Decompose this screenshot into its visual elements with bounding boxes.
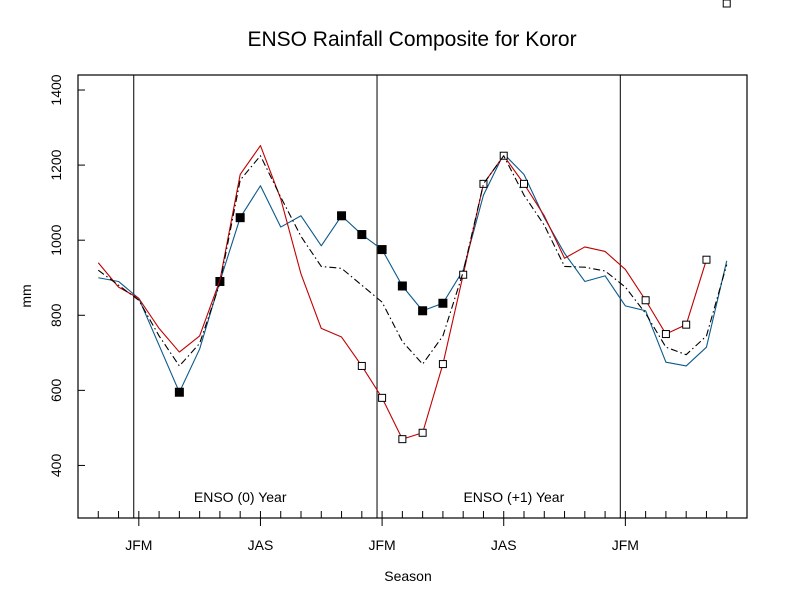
- data-point-marker: [438, 298, 448, 308]
- y-axis-label: mm: [18, 284, 34, 307]
- y-tick-label: 1400: [48, 74, 64, 105]
- x-tick-label: JFM: [125, 537, 152, 553]
- region-label: ENSO (+1) Year: [463, 489, 564, 505]
- data-point-marker: [459, 270, 468, 279]
- data-point-marker: [357, 361, 366, 370]
- chart-title: ENSO Rainfall Composite for Koror: [247, 28, 576, 51]
- y-tick-label: 600: [48, 378, 64, 402]
- data-point-marker: [337, 211, 347, 221]
- data-point-marker: [661, 330, 670, 339]
- divider-lines: [133, 75, 621, 518]
- data-point-marker: [174, 387, 184, 397]
- region-labels: ENSO (0) Year ENSO (+1) Year: [194, 489, 565, 505]
- data-point-marker: [418, 428, 427, 437]
- data-point-marker: [235, 213, 245, 223]
- data-point-marker: [377, 245, 387, 255]
- series-line: [97, 145, 707, 440]
- data-point-marker: [520, 179, 528, 188]
- y-tick-label: 1000: [48, 224, 64, 255]
- y-axis: 400 600 800 1000 1200 1400: [48, 74, 85, 477]
- data-point-marker: [722, 0, 731, 8]
- data-point-marker: [641, 296, 650, 305]
- series-layer: [97, 0, 731, 444]
- region-label: ENSO (0) Year: [194, 489, 287, 505]
- series-3: [97, 155, 728, 367]
- data-point-marker: [479, 179, 488, 188]
- plot-frame: [77, 74, 748, 519]
- data-point-marker: [398, 435, 407, 444]
- y-tick-label: 800: [48, 303, 64, 327]
- data-point-marker: [702, 255, 711, 264]
- x-tick-label: JFM: [368, 537, 395, 553]
- series-2: [97, 0, 731, 444]
- x-tick-label: JAS: [248, 537, 274, 553]
- x-tick-label: JFM: [612, 537, 639, 553]
- data-point-marker: [682, 320, 691, 329]
- data-point-marker: [438, 360, 447, 369]
- x-tick-label: JAS: [491, 537, 517, 553]
- data-point-marker: [397, 281, 407, 291]
- data-point-marker: [418, 306, 428, 316]
- x-axis: JFM JAS JFM JAS JFM: [97, 511, 728, 553]
- data-point-marker: [357, 230, 367, 240]
- data-point-marker: [378, 393, 387, 402]
- x-axis-label: Season: [384, 568, 431, 584]
- series-line: [98, 153, 728, 393]
- y-tick-label: 1200: [48, 149, 64, 180]
- series-line: [97, 155, 728, 367]
- y-tick-label: 400: [48, 454, 64, 478]
- series-1: [98, 153, 728, 397]
